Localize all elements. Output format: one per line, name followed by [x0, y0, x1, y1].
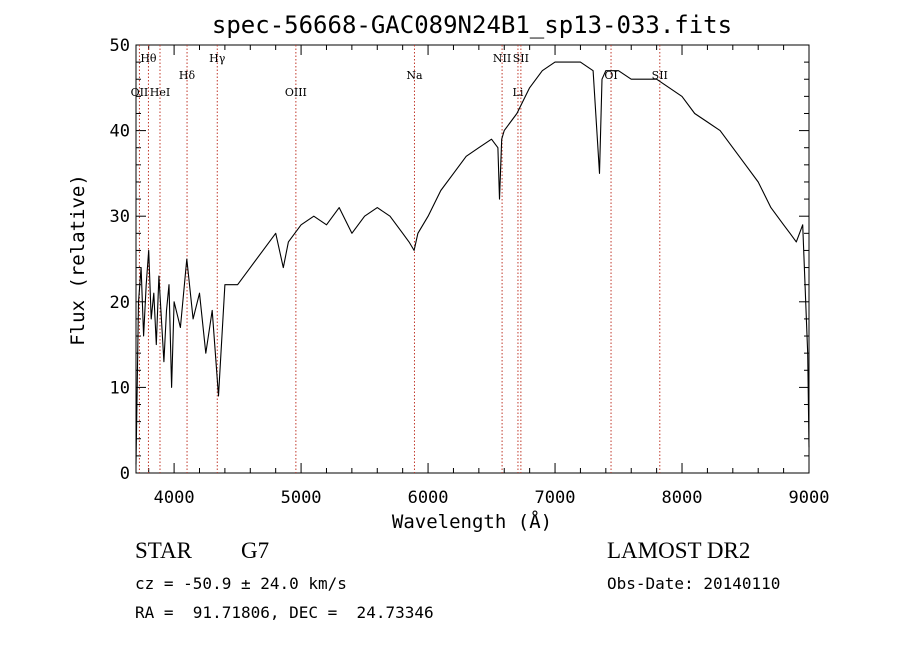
redshift-readout: cz = -50.9 ± 24.0 km/s [135, 574, 347, 593]
plot-frame [135, 44, 810, 474]
spectral-line-label: Hδ [179, 69, 196, 82]
plot-area: 4000 5000 6000 7000 8000 9000 0 10 20 30 40 50 Hθ OII… [110, 36, 830, 508]
x-tick-label: 4000 [154, 488, 195, 508]
spectral-line-label: OI [604, 69, 617, 82]
x-tick-label: 9000 [789, 488, 830, 508]
object-subclass: G7 [241, 538, 270, 563]
chart-title: spec-56668-GAC089N24B1_sp13-033.fits [212, 11, 732, 39]
observation-date: Obs-Date: 20140110 [607, 574, 781, 593]
x-axis-label: Wavelength (Å) [392, 510, 552, 533]
y-tick-label: 0 [120, 464, 130, 484]
spectral-line-label: Na [406, 69, 423, 82]
spectral-line-label: NII [493, 52, 511, 65]
y-tick-label: 50 [110, 36, 130, 56]
spectral-line-label: Hθ [140, 52, 157, 65]
x-tick-label: 7000 [535, 488, 576, 508]
x-tick-label: 8000 [662, 488, 703, 508]
y-tick-label: 20 [110, 293, 130, 313]
spectral-line-label: OII [131, 86, 149, 99]
y-axis-label: Flux (relative) [67, 174, 89, 346]
spectral-line-label: OIII [285, 86, 307, 99]
y-tick-label: 10 [110, 378, 130, 398]
spectral-line-label: SII [652, 69, 668, 82]
survey-label: LAMOST DR2 [607, 538, 751, 563]
y-tick-label: 40 [110, 122, 130, 142]
spectral-line-label: SII [513, 52, 529, 65]
coordinates-readout: RA = 91.71806, DEC = 24.73346 [135, 603, 434, 622]
spectral-line-label: HeI [150, 86, 170, 99]
spectrum-series-line [135, 61, 810, 465]
spectral-line-label: Li [513, 86, 524, 99]
x-tick-label: 6000 [408, 488, 449, 508]
object-class: STAR [135, 538, 192, 563]
spectral-line-label: Hγ [209, 52, 226, 65]
x-tick-label: 5000 [281, 488, 322, 508]
y-tick-label: 30 [110, 207, 130, 227]
